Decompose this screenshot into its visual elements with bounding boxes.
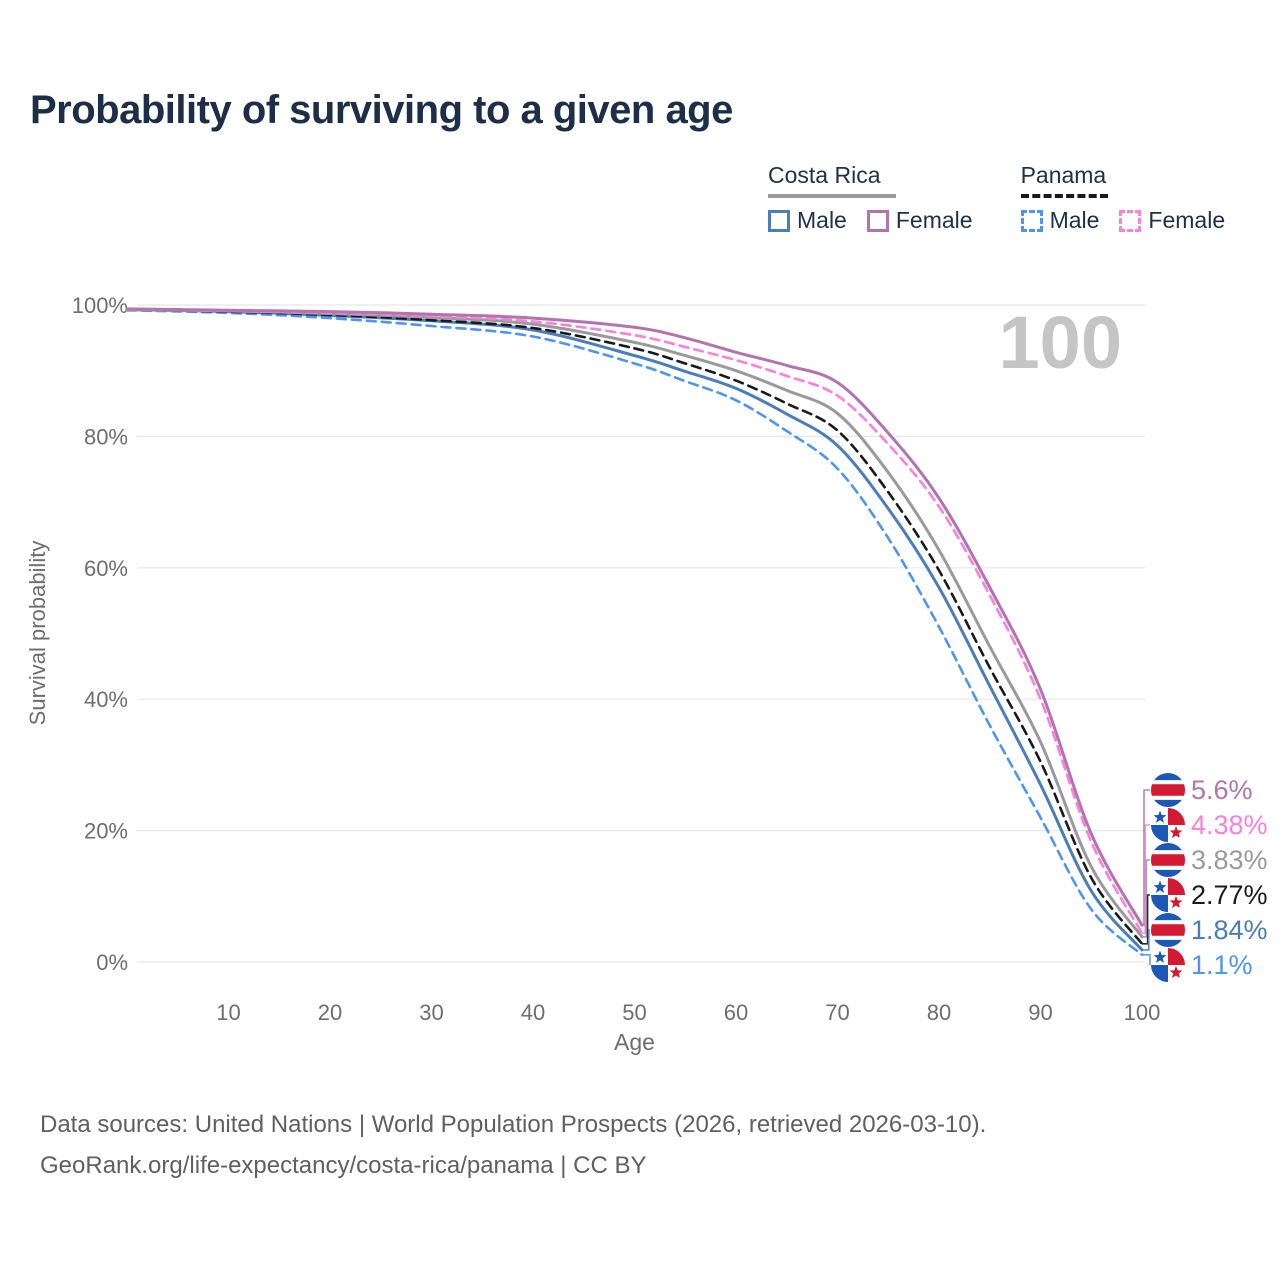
end-label-value-costa-rica-both-sexes: 3.83% bbox=[1191, 845, 1268, 875]
legend-label: Female bbox=[1148, 207, 1226, 233]
series-line-costa-rica-both-sexes[interactable] bbox=[125, 308, 1144, 939]
age-watermark: 100 bbox=[999, 301, 1122, 384]
page-title: Probability of surviving to a given age bbox=[30, 88, 733, 132]
x-tick-20: 20 bbox=[318, 1000, 342, 1025]
series-line-panama-both-sexes[interactable] bbox=[125, 308, 1144, 946]
legend-items-panama: Male Female bbox=[1020, 207, 1225, 234]
legend: Costa Rica Male Female Panama Male Female bbox=[768, 162, 1225, 234]
y-tick-0: 0% bbox=[96, 950, 128, 975]
panama-flag-icon bbox=[1151, 878, 1185, 912]
x-tick-50: 50 bbox=[622, 1000, 646, 1025]
footer-sources: Data sources: United Nations | World Pop… bbox=[40, 1111, 987, 1138]
x-axis-title: Age bbox=[614, 1029, 655, 1055]
legend-item-costa-rica-female[interactable]: Female bbox=[866, 207, 973, 234]
series-line-panama-female[interactable] bbox=[125, 307, 1144, 935]
x-tick-80: 80 bbox=[927, 1000, 951, 1025]
x-tick-10: 10 bbox=[216, 1000, 240, 1025]
legend-swatch-costa-rica-male bbox=[768, 209, 790, 232]
x-tick-100: 100 bbox=[1124, 1000, 1161, 1025]
end-label-value-costa-rica-female: 5.6% bbox=[1191, 775, 1253, 805]
legend-items-costa-rica: Male Female bbox=[768, 207, 973, 234]
series-line-costa-rica-male[interactable] bbox=[125, 308, 1144, 952]
legend-item-panama-female[interactable]: Female bbox=[1119, 207, 1225, 234]
y-tick-40: 40% bbox=[84, 687, 128, 712]
x-tick-70: 70 bbox=[825, 1000, 849, 1025]
y-tick-100: 100% bbox=[72, 293, 128, 318]
end-label-value-panama-female: 4.38% bbox=[1191, 810, 1268, 840]
end-label-connector-costa-rica-male bbox=[1142, 929, 1150, 951]
end-label-value-panama-both-sexes: 2.77% bbox=[1191, 880, 1268, 910]
x-tick-90: 90 bbox=[1028, 1000, 1052, 1025]
legend-label: Male bbox=[797, 207, 847, 233]
end-label-connector-panama-male bbox=[1142, 954, 1151, 965]
legend-item-costa-rica-male[interactable]: Male bbox=[768, 207, 847, 234]
x-tick-60: 60 bbox=[724, 1000, 748, 1025]
end-label-value-panama-male: 1.1% bbox=[1191, 950, 1253, 980]
legend-swatch-costa-rica-female bbox=[866, 209, 889, 232]
legend-group-costa-rica: Costa Rica Male Female bbox=[768, 162, 973, 234]
y-tick-60: 60% bbox=[84, 556, 128, 581]
end-label-connector-costa-rica-both-sexes bbox=[1142, 859, 1150, 938]
costa-rica-flag-icon bbox=[1151, 773, 1185, 807]
legend-swatch-panama-female bbox=[1119, 209, 1142, 232]
end-label-connector-costa-rica-female bbox=[1142, 789, 1150, 926]
y-tick-80: 80% bbox=[84, 424, 128, 449]
legend-group-title-costa-rica[interactable]: Costa Rica bbox=[768, 162, 897, 198]
panama-flag-icon bbox=[1151, 948, 1185, 982]
costa-rica-flag-icon bbox=[1151, 843, 1185, 877]
end-label-value-costa-rica-male: 1.84% bbox=[1191, 915, 1268, 945]
footer: Data sources: United Nations | World Pop… bbox=[40, 1104, 986, 1186]
end-label-connector-panama-female bbox=[1142, 824, 1150, 934]
legend-label: Female bbox=[895, 207, 973, 233]
legend-group-panama: Panama Male Female bbox=[1020, 162, 1225, 234]
legend-item-panama-male[interactable]: Male bbox=[1020, 207, 1100, 234]
legend-label: Male bbox=[1049, 207, 1100, 233]
legend-group-title-panama[interactable]: Panama bbox=[1020, 162, 1109, 198]
x-tick-40: 40 bbox=[521, 1000, 545, 1025]
x-tick-30: 30 bbox=[419, 1000, 443, 1025]
series-line-panama-male[interactable] bbox=[125, 309, 1144, 957]
y-axis-title: Survival probability bbox=[25, 541, 50, 726]
costa-rica-flag-icon bbox=[1151, 913, 1185, 947]
y-tick-20: 20% bbox=[84, 819, 128, 844]
footer-attribution: GeoRank.org/life-expectancy/costa-rica/p… bbox=[40, 1152, 647, 1179]
legend-swatch-panama-male bbox=[1020, 209, 1043, 232]
series-line-costa-rica-female[interactable] bbox=[125, 307, 1144, 927]
end-label-connector-panama-both-sexes bbox=[1142, 894, 1150, 945]
panama-flag-icon bbox=[1151, 808, 1185, 842]
